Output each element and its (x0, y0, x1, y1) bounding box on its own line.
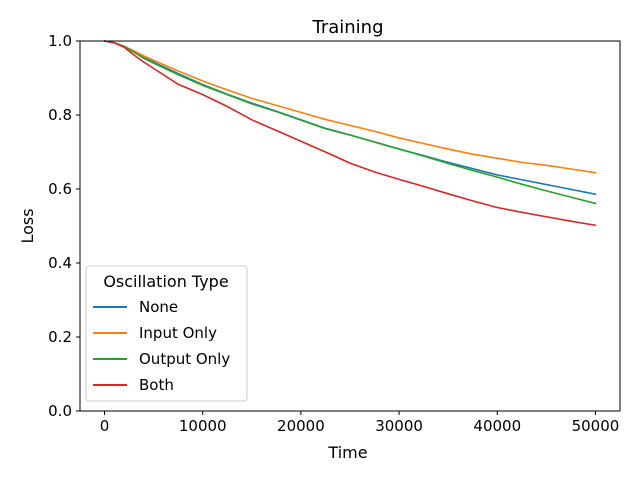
x-tick-label: 30000 (375, 417, 423, 435)
y-axis: 0.0 0.2 0.4 0.6 0.8 1.0 (48, 32, 80, 420)
legend-box (85, 265, 248, 402)
legend-label-none: None (139, 298, 178, 316)
chart-title: Training (311, 17, 383, 38)
legend-label-input-only: Input Only (139, 324, 217, 342)
x-tick-label: 50000 (572, 417, 620, 435)
x-tick-label: 20000 (277, 417, 325, 435)
y-tick-label: 1.0 (48, 32, 72, 50)
plot-area-frame (79, 40, 621, 412)
series-line-output-only (103, 40, 597, 205)
legend-label-both: Both (139, 376, 174, 394)
y-axis-label: Loss (18, 208, 37, 243)
x-tick-label: 10000 (179, 417, 227, 435)
series-line-input-only (103, 40, 597, 174)
y-tick-label: 0.0 (48, 402, 72, 420)
legend-title: Oscillation Type (103, 272, 228, 291)
series-line-none (103, 40, 597, 195)
x-tick-label: 40000 (473, 417, 521, 435)
legend-label-output-only: Output Only (139, 350, 230, 368)
y-tick-label: 0.4 (48, 254, 72, 272)
y-tick-label: 0.6 (48, 180, 72, 198)
series-line-both (103, 40, 597, 227)
x-axis: 0 10000 20000 30000 40000 50000 (100, 411, 620, 435)
y-tick-label: 0.2 (48, 328, 72, 346)
series-layer (103, 40, 597, 227)
x-tick-label: 0 (100, 417, 110, 435)
legend: Oscillation Type None Input Only Output On… (85, 265, 248, 402)
x-axis-label: Time (327, 443, 367, 462)
y-tick-label: 0.8 (48, 106, 72, 124)
